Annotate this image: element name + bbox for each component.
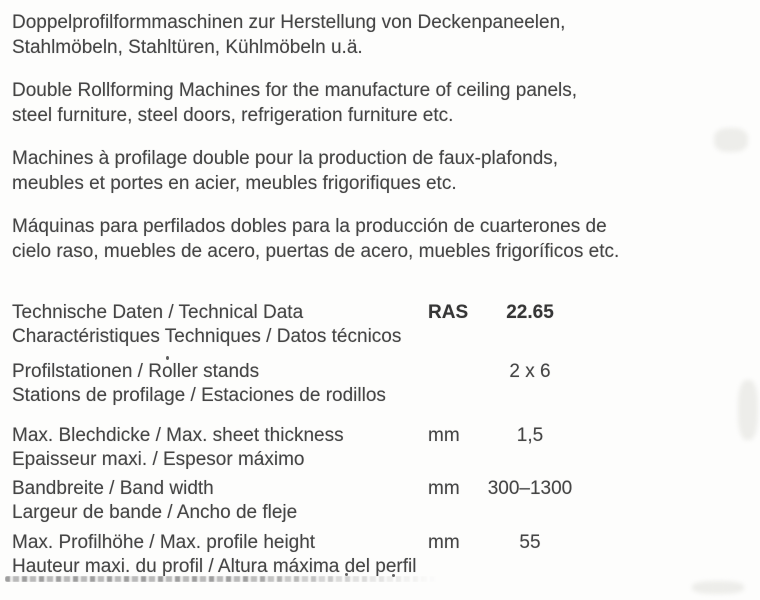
- intro-paragraph-english: Double Rollforming Machines for the manu…: [12, 78, 754, 128]
- scan-smudge: [714, 128, 748, 152]
- scan-speck: [345, 573, 348, 576]
- paragraph-line: Máquinas para perfilados dobles para la …: [12, 216, 607, 237]
- row-value: 2 x 6: [509, 361, 551, 382]
- brand-name: RAS: [428, 302, 469, 323]
- row-label: Max. Profilhöhe / Max. profile height Ha…: [12, 531, 428, 579]
- intro-section: Doppelprofilformmaschinen zur Herstellun…: [12, 10, 754, 282]
- row-unit: mm: [428, 425, 460, 446]
- row-line-2: Hauteur maxi. du profil / Altura máxima …: [12, 556, 417, 577]
- scan-speck: [166, 356, 169, 360]
- table-row: Max. Profilhöhe / Max. profile height Ha…: [12, 531, 580, 579]
- table-header-label: Technische Daten / Technical Data Charac…: [12, 301, 428, 349]
- intro-paragraph-spanish: Máquinas para perfilados dobles para la …: [12, 214, 754, 264]
- row-line-1: Max. Blechdicke / Max. sheet thickness: [12, 425, 344, 446]
- row-line-2: Epaisseur maxi. / Espesor máximo: [12, 449, 305, 470]
- divider-rule: [12, 471, 580, 473]
- paragraph-line: Double Rollforming Machines for the manu…: [12, 80, 578, 101]
- row-label: Max. Blechdicke / Max. sheet thickness E…: [12, 424, 428, 472]
- table-row: Profilstationen / Roller stands Stations…: [12, 360, 580, 408]
- row-line-2: Largeur de bande / Ancho de fleje: [12, 502, 298, 523]
- row-unit: mm: [428, 532, 460, 553]
- table-header-row: Technische Daten / Technical Data Charac…: [12, 301, 580, 349]
- scan-speck: [392, 574, 395, 577]
- row-value: 55: [519, 532, 541, 553]
- paragraph-line: Stahlmöbeln, Stahltüren, Kühlmöbeln u.ä.: [12, 37, 363, 58]
- header-line-1: Technische Daten / Technical Data: [12, 302, 304, 323]
- paragraph-line: steel furniture, steel doors, refrigerat…: [12, 105, 454, 126]
- row-line-1: Bandbreite / Band width: [12, 478, 214, 499]
- paragraph-line: cielo raso, muebles de acero, puertas de…: [12, 241, 620, 262]
- scan-smudge: [738, 380, 758, 440]
- intro-paragraph-french: Machines à profilage double pour la prod…: [12, 146, 754, 196]
- row-unit: mm: [428, 478, 460, 499]
- scan-smudge: [692, 581, 744, 594]
- row-line-2: Stations de profilage / Estaciones de ro…: [12, 385, 386, 406]
- paragraph-line: meubles et portes en acier, meubles frig…: [12, 173, 457, 194]
- row-value: 1,5: [516, 425, 544, 446]
- intro-paragraph-german: Doppelprofilformmaschinen zur Herstellun…: [12, 10, 754, 60]
- paragraph-line: Machines à profilage double pour la prod…: [12, 148, 559, 169]
- header-line-2: Charactéristiques Techniques / Datos téc…: [12, 326, 402, 347]
- model-number: 22.65: [506, 302, 554, 323]
- scan-edge-artifact-bar: [5, 576, 438, 582]
- row-line-1: Profilstationen / Roller stands: [12, 361, 260, 382]
- paragraph-line: Doppelprofilformmaschinen zur Herstellun…: [12, 12, 566, 33]
- row-line-1: Max. Profilhöhe / Max. profile height: [12, 532, 316, 553]
- divider-rule: [12, 524, 580, 526]
- row-value: 300–1300: [487, 478, 573, 499]
- row-label: Bandbreite / Band width Largeur de bande…: [12, 477, 428, 525]
- divider-rule: [12, 354, 580, 356]
- table-row: Max. Blechdicke / Max. sheet thickness E…: [12, 424, 580, 472]
- row-label: Profilstationen / Roller stands Stations…: [12, 360, 428, 408]
- divider-rule: [12, 417, 580, 419]
- table-row: Bandbreite / Band width Largeur de bande…: [12, 477, 580, 525]
